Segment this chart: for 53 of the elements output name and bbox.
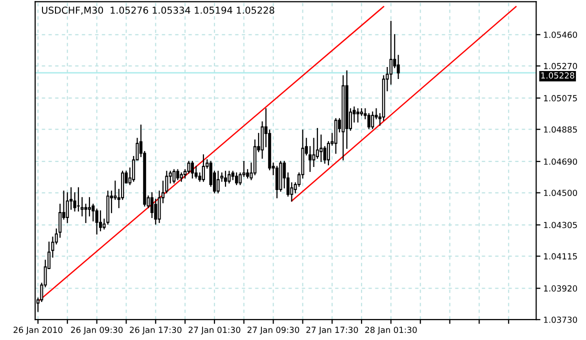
y-tick-label: 1.03730	[544, 316, 578, 323]
candlestick	[180, 172, 183, 182]
y-tick-label: 1.04115	[544, 253, 577, 260]
candlestick	[154, 198, 158, 225]
candlestick	[342, 75, 345, 160]
candlestick	[190, 160, 194, 178]
candlestick	[367, 113, 370, 130]
chart-title: USDCHF,M30 1.05276 1.05334 1.05194 1.05228	[42, 6, 274, 15]
candlestick	[316, 128, 319, 159]
candlestick	[158, 190, 161, 223]
candlestick	[216, 170, 220, 194]
candlestick	[176, 169, 180, 180]
candlestick	[235, 172, 238, 186]
candlestick	[326, 141, 330, 166]
candlestick	[334, 118, 338, 154]
y-tick-label: 1.04885	[544, 126, 577, 133]
x-tick-label: 27 Jan 01:30	[188, 326, 240, 335]
x-tick-label: 26 Jan 2010	[14, 326, 62, 335]
candlestick	[202, 154, 205, 182]
y-tick-label: 1.05270	[544, 62, 578, 70]
candlestick	[194, 166, 198, 178]
x-tick-label: 28 Jan 01:30	[365, 326, 417, 335]
x-tick-label: 27 Jan 09:30	[248, 326, 300, 335]
candlestick	[323, 146, 326, 164]
y-tick-label: 1.03920	[544, 285, 578, 292]
candlestick	[172, 169, 176, 184]
y-tick-label: 1.05460	[544, 32, 578, 38]
candlestick	[396, 54, 400, 80]
y-tick-label: 1.05075	[544, 95, 577, 102]
candlestick	[275, 166, 278, 198]
candlestick	[106, 190, 110, 225]
candlestick	[76, 187, 80, 212]
x-tick-label: 26 Jan 09:30	[71, 326, 123, 335]
ref-line-label: 1.05228	[541, 72, 574, 79]
candlestick	[187, 160, 190, 174]
candlestick	[98, 210, 102, 232]
candlestick	[121, 170, 124, 200]
candlestick	[231, 170, 234, 180]
candlestick	[389, 20, 392, 85]
candlestick	[371, 112, 374, 130]
candlestick	[382, 75, 386, 121]
candlestick	[150, 192, 154, 218]
y-tick-label: 1.04690	[544, 158, 578, 165]
candlestick	[345, 70, 348, 149]
y-tick-label: 1.04305	[544, 222, 577, 228]
candlestick	[228, 170, 231, 184]
candlestick	[102, 218, 106, 230]
candlestick	[66, 192, 69, 223]
x-tick-label: 27 Jan 17:30	[306, 326, 358, 335]
candlestick	[238, 172, 242, 186]
x-tick-label: 26 Jan 17:30	[130, 326, 182, 335]
candlestick	[95, 208, 98, 235]
y-tick-label: 1.04500	[544, 190, 578, 196]
